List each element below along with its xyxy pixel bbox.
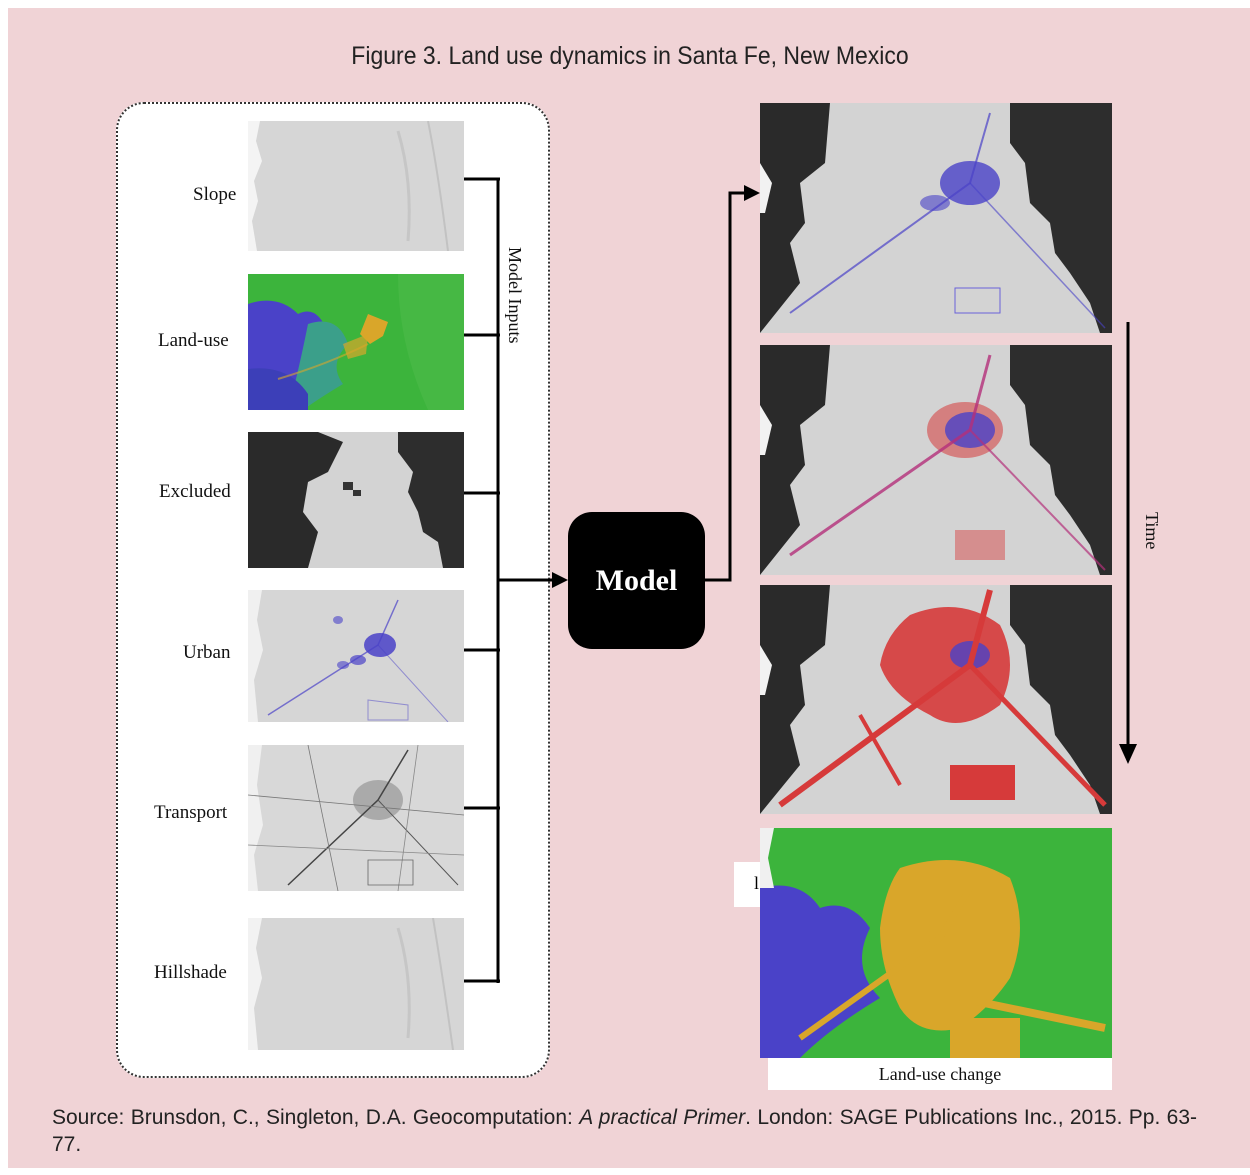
- model-inputs-label: Model Inputs: [505, 247, 525, 344]
- transport-map: [248, 745, 464, 891]
- label-fragment-box: l: [734, 862, 764, 907]
- source-title: A practical Primer: [579, 1106, 746, 1129]
- arrow-to-output-icon: [744, 185, 760, 201]
- arrow-to-model-icon: [552, 572, 568, 588]
- land-use-change-label: Land-use change: [768, 1058, 1112, 1090]
- model-inputs-box: [116, 102, 550, 1078]
- output-map-land-use-change: [760, 828, 1112, 1058]
- model-box: Model: [568, 512, 705, 649]
- slope-map: [248, 121, 464, 251]
- source-suffix: . London: SAGE Publications Inc., 2015. …: [52, 1106, 1197, 1156]
- input-label-land-use: Land-use: [158, 330, 229, 351]
- hillshade-map: [248, 918, 464, 1050]
- source-citation: Source: Brunsdon, C., Singleton, D.A. Ge…: [52, 1104, 1197, 1158]
- excluded-map: [248, 432, 464, 568]
- input-label-transport: Transport: [154, 802, 228, 823]
- output-map-t3: [760, 585, 1112, 814]
- input-label-slope: Slope: [193, 184, 237, 205]
- figure-title: Figure 3. Land use dynamics in Santa Fe,…: [351, 42, 909, 70]
- time-arrow-icon: [1119, 744, 1137, 764]
- time-label: Time: [1142, 512, 1162, 550]
- output-map-t1: [760, 103, 1112, 333]
- input-label-urban: Urban: [183, 642, 231, 663]
- output-map-t2: [760, 345, 1112, 575]
- land-use-map: [248, 274, 464, 410]
- source-prefix: Source: Brunsdon, C., Singleton, D.A. Ge…: [52, 1106, 580, 1129]
- urban-map: [248, 590, 464, 722]
- input-label-excluded: Excluded: [159, 481, 231, 502]
- input-label-hillshade: Hillshade: [154, 962, 227, 983]
